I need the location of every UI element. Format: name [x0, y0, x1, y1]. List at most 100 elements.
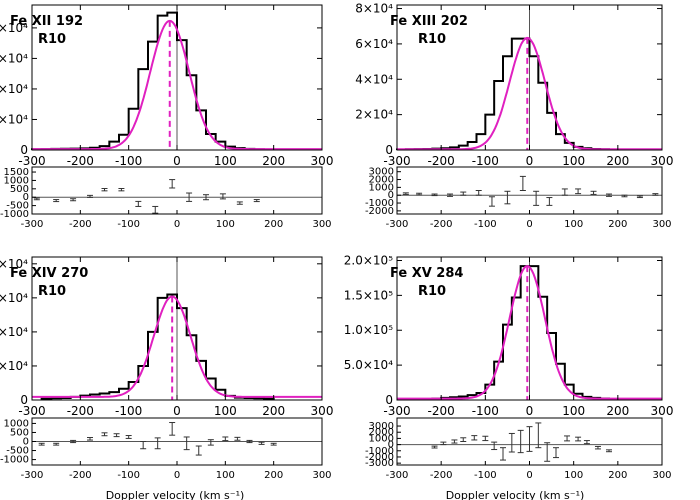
panel-fe-xii-192: Fe XII 192 R10 -300-200-100010020030002×…	[0, 4, 334, 230]
x-tick-label: 0	[526, 219, 532, 230]
x-tick-label: -300	[21, 219, 44, 230]
x-tick-label: -200	[428, 404, 455, 418]
y-tick-label: 3000	[369, 167, 394, 178]
x-tick-label: -100	[117, 470, 140, 481]
observed-histogram	[40, 293, 275, 400]
y-tick-label: 4×10⁴	[355, 72, 393, 86]
x-tick-label: 100	[564, 470, 583, 481]
x-tick-label: 0	[526, 154, 534, 168]
x-tick-label: 100	[564, 219, 583, 230]
x-tick-label: 100	[216, 219, 235, 230]
x-tick-label: 200	[606, 404, 629, 418]
x-tick-label: -200	[69, 219, 92, 230]
panel-title: Fe XIV 270	[10, 266, 88, 281]
x-tick-label: 0	[174, 470, 180, 481]
x-tick-label: -300	[18, 404, 45, 418]
x-tick-label: 300	[651, 404, 674, 418]
y-tick-label: 0	[20, 143, 28, 157]
y-tick-label: 0	[23, 192, 29, 203]
y-tick-label: 0	[385, 393, 393, 407]
x-tick-label: 0	[173, 154, 181, 168]
x-tick-label: 100	[214, 404, 237, 418]
y-tick-label: 6×10⁴	[0, 51, 28, 65]
y-tick-label: 3000	[369, 421, 394, 432]
y-tick-label: 4×10⁴	[0, 82, 28, 96]
y-tick-label: 3×10⁴	[0, 291, 28, 305]
y-tick-label: 5.0×10⁴	[344, 358, 393, 372]
x-tick-label: 100	[214, 154, 237, 168]
x-tick-label: 200	[608, 470, 627, 481]
x-tick-label: -100	[474, 219, 497, 230]
x-tick-label: 200	[264, 470, 283, 481]
x-tick-label: 0	[174, 219, 180, 230]
x-tick-label: -100	[117, 219, 140, 230]
panel-title: Fe XV 284	[390, 266, 463, 281]
observed-histogram	[422, 265, 619, 400]
y-tick-label: 8×10⁴	[355, 2, 393, 16]
residual-plot-frame	[396, 166, 663, 215]
y-tick-label: 2×10⁴	[0, 325, 28, 339]
x-tick-label: -300	[383, 154, 410, 168]
y-tick-label: 500	[10, 184, 29, 195]
x-tick-label: 0	[526, 470, 532, 481]
y-tick-label: 1.5×10⁵	[344, 288, 393, 302]
panel-fe-xiii-202: Fe XIII 202 R10 -300 -200 -100 0 100 200 30002…	[355, 2, 673, 230]
y-tick-label: 0	[23, 437, 29, 448]
x-tick-label: 300	[652, 219, 671, 230]
y-tick-label: -1000	[0, 455, 29, 466]
panel-subtitle: R10	[418, 32, 446, 47]
x-tick-label: 300	[651, 154, 674, 168]
x-tick-label: 200	[262, 404, 285, 418]
x-tick-label: -100	[472, 154, 499, 168]
x-tick-label: -200	[69, 470, 92, 481]
x-tick-label: 300	[311, 404, 334, 418]
x-tick-label: 100	[562, 154, 585, 168]
x-tick-label: 300	[652, 470, 671, 481]
x-tick-label: 100	[216, 470, 235, 481]
y-tick-label: -500	[6, 201, 29, 212]
panel-fe-xiv-270: Fe XIV 270 R10 -300-200-100010020030001×…	[0, 256, 334, 481]
y-tick-label: 0	[20, 393, 28, 407]
x-tick-label: 0	[173, 404, 181, 418]
y-tick-label: 2×10⁴	[0, 112, 28, 126]
y-tick-label: -2000	[365, 452, 394, 463]
y-tick-label: -500	[6, 446, 29, 457]
y-tick-label: -1000	[365, 446, 394, 457]
x-tick-label: 100	[562, 404, 585, 418]
x-tick-label: -300	[18, 154, 45, 168]
x-tick-label: -100	[115, 404, 142, 418]
x-tick-label: 200	[608, 219, 627, 230]
panel-subtitle: R10	[418, 284, 446, 299]
x-tick-label: -200	[430, 219, 453, 230]
y-tick-label: 500	[10, 427, 29, 438]
y-tick-label: -3000	[365, 458, 394, 469]
x-tick-label: -100	[472, 404, 499, 418]
x-axis-label: Doppler velocity (km s⁻¹)	[106, 489, 245, 500]
y-tick-label: 1000	[4, 418, 29, 429]
x-axis-label: Doppler velocity (km s⁻¹)	[446, 489, 585, 500]
y-tick-label: 6×10⁴	[355, 37, 393, 51]
y-tick-label: 1000	[369, 433, 394, 444]
x-tick-label: -200	[430, 470, 453, 481]
x-tick-label: -200	[428, 154, 455, 168]
x-tick-label: -300	[386, 219, 409, 230]
y-tick-label: -1000	[365, 198, 394, 209]
y-tick-label: 2.0×10⁵	[344, 253, 393, 267]
x-tick-label: 200	[262, 154, 285, 168]
y-tick-label: 8×10⁴	[0, 21, 28, 35]
panel-title: Fe XII 192	[10, 14, 83, 29]
x-tick-label: -200	[67, 154, 94, 168]
y-tick-label: 0	[388, 440, 394, 451]
x-tick-label: 300	[311, 154, 334, 168]
y-tick-label: 2000	[369, 427, 394, 438]
x-tick-label: -100	[474, 470, 497, 481]
y-tick-label: 4×10⁴	[0, 257, 28, 271]
panel-subtitle: R10	[38, 284, 66, 299]
x-tick-label: -300	[383, 404, 410, 418]
x-tick-label: 300	[312, 470, 331, 481]
y-tick-label: 1×10⁴	[0, 359, 28, 373]
y-tick-label: 0	[388, 190, 394, 201]
y-tick-label: 2000	[369, 175, 394, 186]
residual-plot-frame	[31, 166, 323, 215]
